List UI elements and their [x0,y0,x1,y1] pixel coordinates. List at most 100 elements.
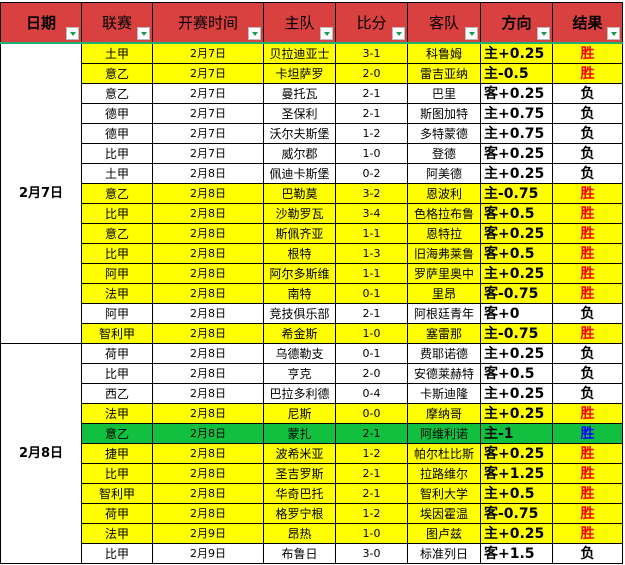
league-cell[interactable]: 捷甲 [81,443,153,464]
league-cell[interactable]: 意乙 [81,83,153,104]
away-team-cell[interactable]: 帕尔杜比斯 [407,443,481,464]
result-cell[interactable]: 胜 [552,403,623,424]
score-cell[interactable]: 0-4 [335,383,408,404]
score-cell[interactable]: 2-1 [335,303,408,324]
direction-cell[interactable]: 客+0.25 [480,443,553,464]
away-team-cell[interactable]: 科鲁姆 [407,42,481,64]
score-cell[interactable]: 0-0 [335,403,408,424]
league-cell[interactable]: 意乙 [81,223,153,244]
kickoff-time-cell[interactable]: 2月8日 [152,423,264,444]
filter-dropdown-icon[interactable] [392,27,405,40]
home-team-cell[interactable]: 斯佩齐亚 [263,223,336,244]
direction-cell[interactable]: 主+0.25 [480,343,553,364]
home-team-cell[interactable]: 卡坦萨罗 [263,63,336,84]
league-cell[interactable]: 德甲 [81,123,153,144]
league-cell[interactable]: 意乙 [81,183,153,204]
kickoff-time-cell[interactable]: 2月8日 [152,223,264,244]
date-cell[interactable]: 2月7日 [0,42,82,344]
score-cell[interactable]: 1-3 [335,243,408,264]
score-cell[interactable]: 2-1 [335,483,408,504]
result-cell[interactable]: 胜 [552,183,623,204]
result-cell[interactable]: 负 [552,123,623,144]
result-cell[interactable]: 负 [552,103,623,124]
direction-cell[interactable]: 客+1.5 [480,543,553,564]
kickoff-time-cell[interactable]: 2月8日 [152,163,264,184]
direction-cell[interactable]: 主+0.75 [480,123,553,144]
result-cell[interactable]: 胜 [552,42,623,64]
league-cell[interactable]: 意乙 [81,423,153,444]
result-cell[interactable]: 胜 [552,423,623,444]
league-cell[interactable]: 德甲 [81,103,153,124]
direction-cell[interactable]: 主-0.75 [480,183,553,204]
away-team-cell[interactable]: 图卢兹 [407,523,481,544]
away-team-cell[interactable]: 色格拉布鲁 [407,203,481,224]
result-cell[interactable]: 胜 [552,523,623,544]
kickoff-time-cell[interactable]: 2月7日 [152,143,264,164]
kickoff-time-cell[interactable]: 2月7日 [152,83,264,104]
league-cell[interactable]: 比甲 [81,463,153,484]
kickoff-time-cell[interactable]: 2月8日 [152,363,264,384]
score-cell[interactable]: 1-1 [335,263,408,284]
kickoff-time-cell[interactable]: 2月8日 [152,483,264,504]
date-cell[interactable]: 2月8日 [0,343,82,564]
league-cell[interactable]: 比甲 [81,203,153,224]
filter-dropdown-icon[interactable] [248,27,261,40]
result-cell[interactable]: 负 [552,163,623,184]
direction-cell[interactable]: 主+0.75 [480,103,553,124]
score-cell[interactable]: 1-0 [335,323,408,344]
score-cell[interactable]: 3-1 [335,42,408,64]
score-cell[interactable]: 2-1 [335,103,408,124]
kickoff-time-cell[interactable]: 2月8日 [152,203,264,224]
direction-cell[interactable]: 主+0.25 [480,383,553,404]
score-cell[interactable]: 1-0 [335,143,408,164]
filter-dropdown-icon[interactable] [66,27,79,40]
league-cell[interactable]: 比甲 [81,243,153,264]
score-cell[interactable]: 0-1 [335,343,408,364]
kickoff-time-cell[interactable]: 2月7日 [152,42,264,64]
kickoff-time-cell[interactable]: 2月8日 [152,303,264,324]
score-cell[interactable]: 3-0 [335,543,408,564]
direction-cell[interactable]: 客-0.75 [480,283,553,304]
result-cell[interactable]: 胜 [552,483,623,504]
league-cell[interactable]: 比甲 [81,363,153,384]
away-team-cell[interactable]: 登德 [407,143,481,164]
home-team-cell[interactable]: 昂热 [263,523,336,544]
home-team-cell[interactable]: 巴勒莫 [263,183,336,204]
kickoff-time-cell[interactable]: 2月8日 [152,383,264,404]
result-cell[interactable]: 胜 [552,323,623,344]
direction-cell[interactable]: 客+0.5 [480,363,553,384]
result-cell[interactable]: 胜 [552,223,623,244]
home-team-cell[interactable]: 贝拉迪亚士 [263,42,336,64]
kickoff-time-cell[interactable]: 2月8日 [152,323,264,344]
score-cell[interactable]: 1-2 [335,503,408,524]
league-cell[interactable]: 智利甲 [81,483,153,504]
direction-cell[interactable]: 客+0 [480,303,553,324]
home-team-cell[interactable]: 竞技俱乐部 [263,303,336,324]
result-cell[interactable]: 负 [552,83,623,104]
league-cell[interactable]: 智利甲 [81,323,153,344]
filter-dropdown-icon[interactable] [137,27,150,40]
away-team-cell[interactable]: 雷吉亚纳 [407,63,481,84]
score-cell[interactable]: 2-1 [335,463,408,484]
result-cell[interactable]: 负 [552,363,623,384]
away-team-cell[interactable]: 巴里 [407,83,481,104]
league-cell[interactable]: 土甲 [81,42,153,64]
direction-cell[interactable]: 客+0.5 [480,243,553,264]
score-cell[interactable]: 2-1 [335,83,408,104]
filter-dropdown-icon[interactable] [537,27,550,40]
result-cell[interactable]: 负 [552,143,623,164]
result-cell[interactable]: 胜 [552,283,623,304]
away-team-cell[interactable]: 费耶诺德 [407,343,481,364]
away-team-cell[interactable]: 阿维利诺 [407,423,481,444]
away-team-cell[interactable]: 多特蒙德 [407,123,481,144]
kickoff-time-cell[interactable]: 2月7日 [152,103,264,124]
home-team-cell[interactable]: 佩迪卡斯堡 [263,163,336,184]
kickoff-time-cell[interactable]: 2月8日 [152,343,264,364]
kickoff-time-cell[interactable]: 2月8日 [152,243,264,264]
score-cell[interactable]: 1-0 [335,523,408,544]
kickoff-time-cell[interactable]: 2月8日 [152,283,264,304]
away-team-cell[interactable]: 塞雷那 [407,323,481,344]
direction-cell[interactable]: 客+0.25 [480,223,553,244]
score-cell[interactable]: 2-1 [335,423,408,444]
home-team-cell[interactable]: 乌德勒支 [263,343,336,364]
